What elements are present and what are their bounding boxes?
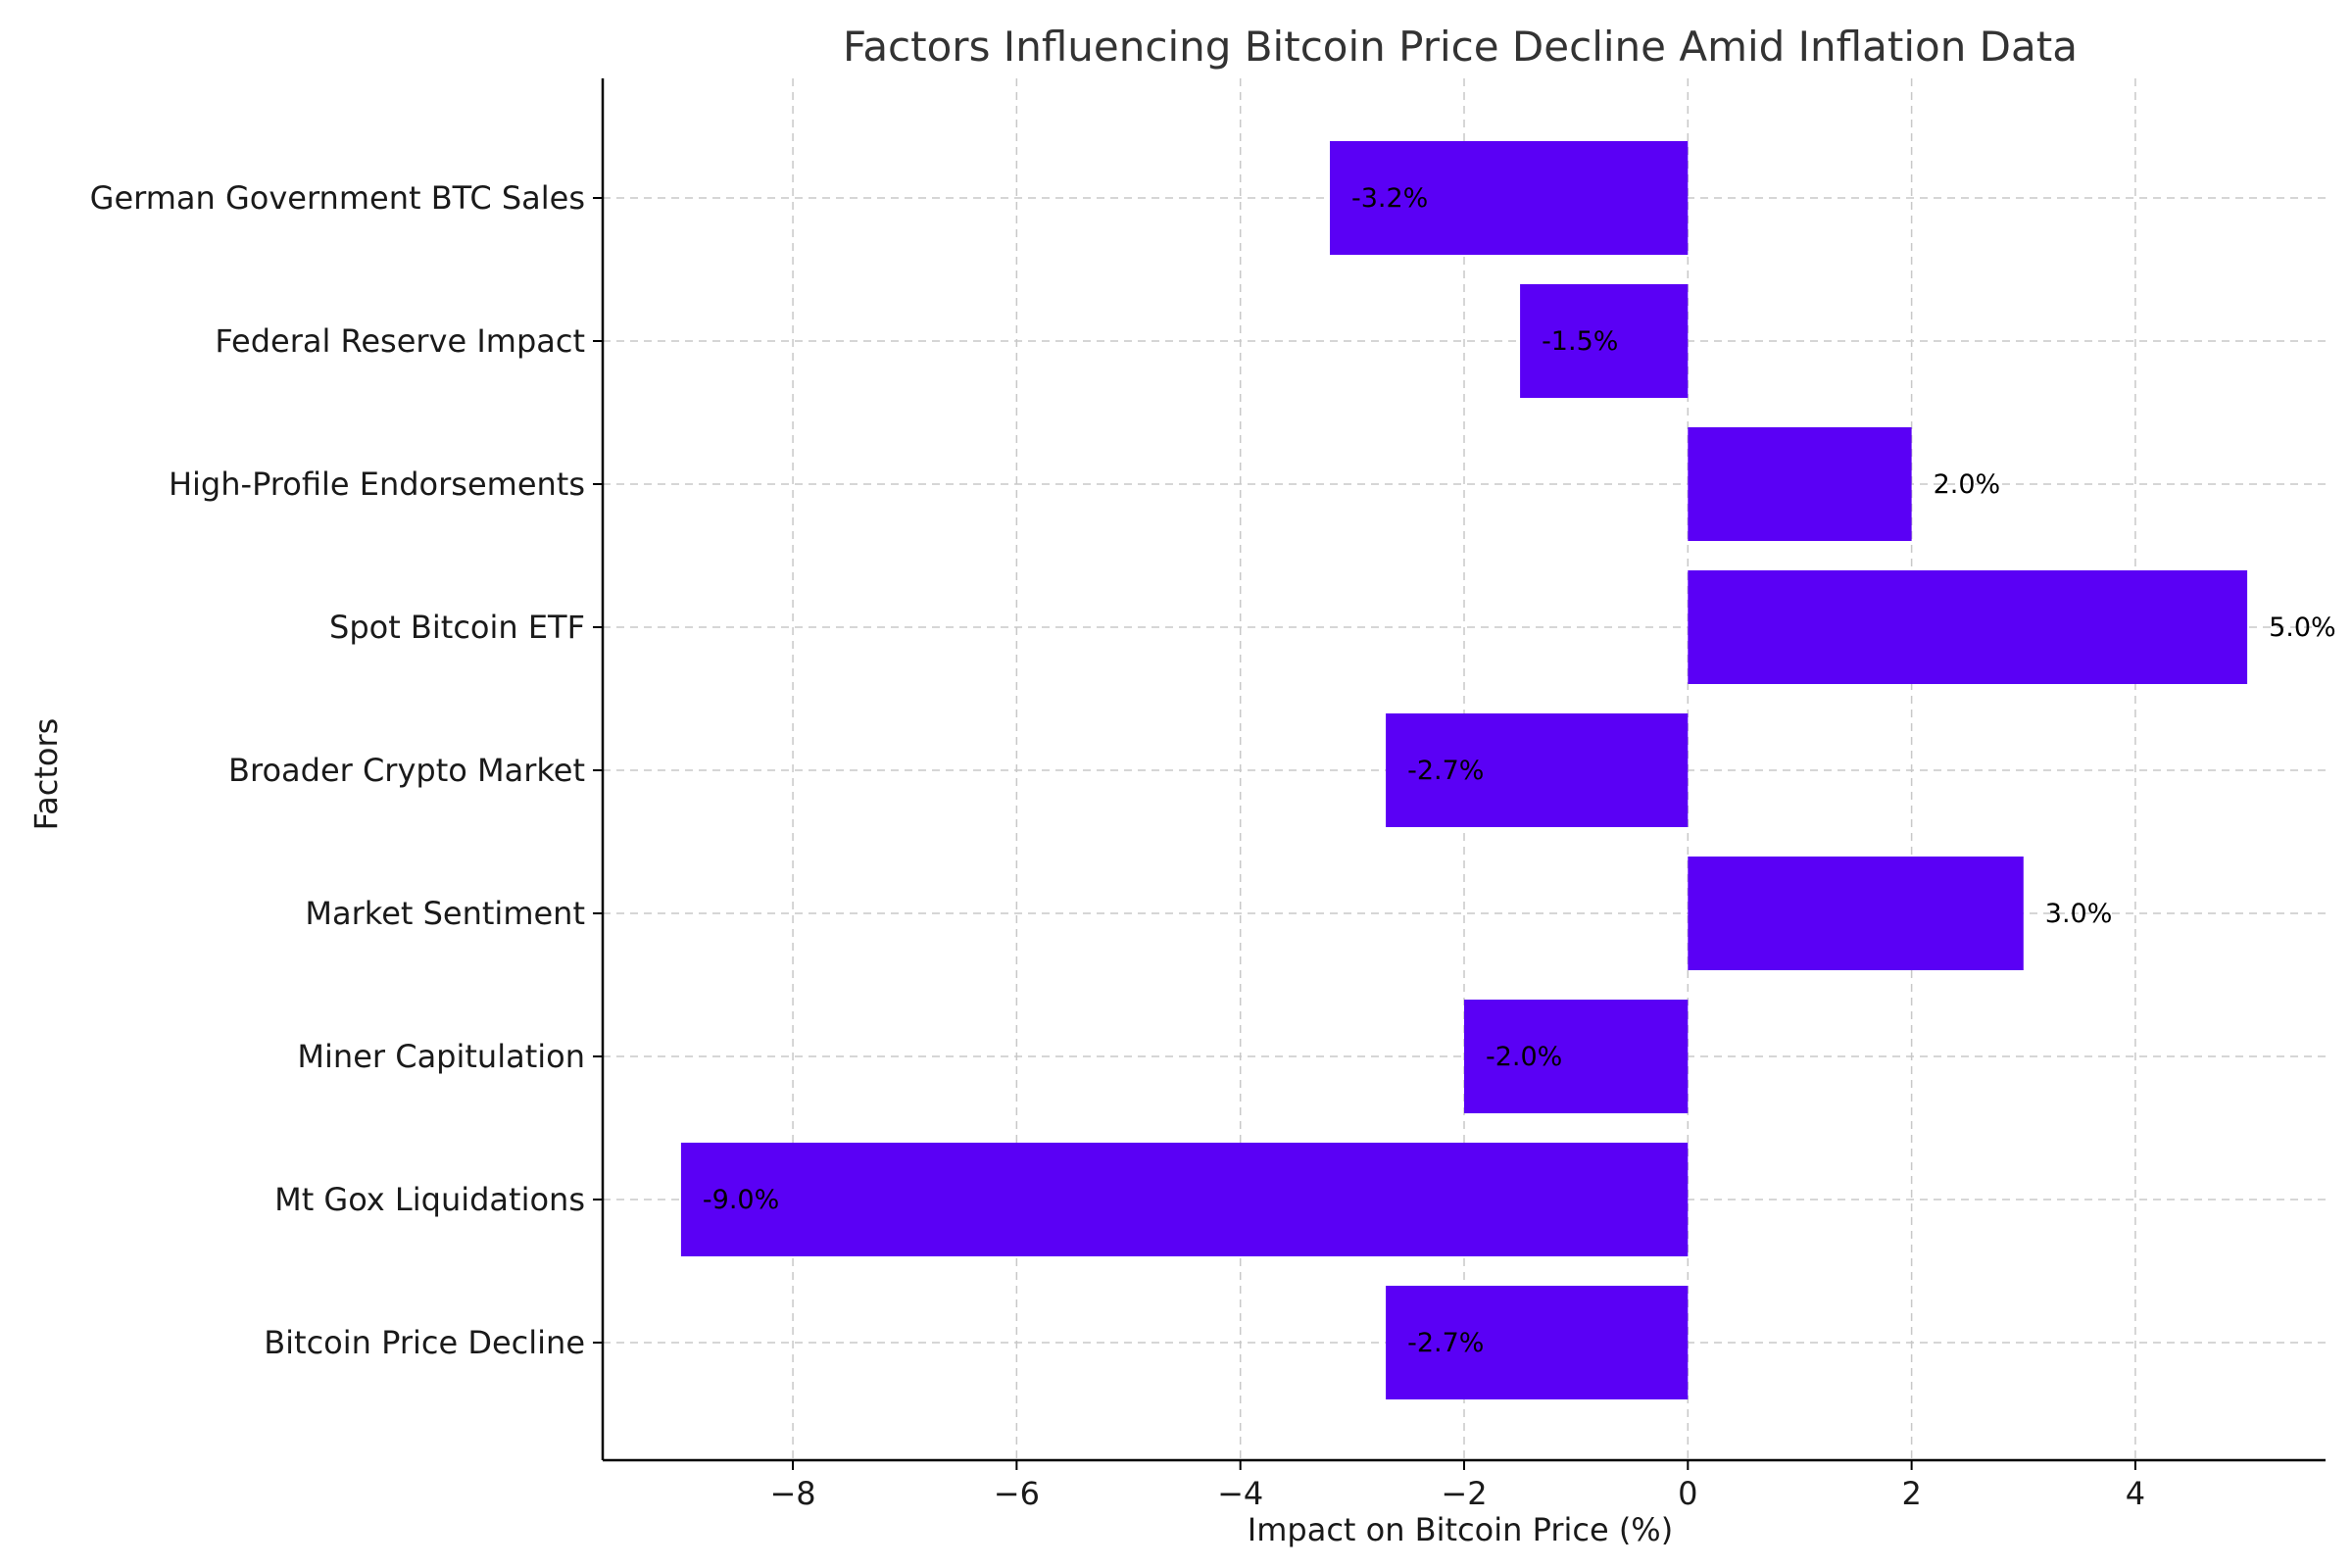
- bar: [680, 1143, 1689, 1256]
- y-tick-label: Federal Reserve Impact: [215, 322, 585, 360]
- bar: [1386, 713, 1689, 827]
- data-labels: -2.7% -9.0% -2.0% 3.0% -2.7% 5.0% 2.0% -1.5% -3.…: [703, 183, 2336, 1358]
- chart-title: Factors Influencing Bitcoin Price Declin…: [843, 23, 2078, 71]
- x-axis-label: Impact on Bitcoin Price (%): [1248, 1511, 1673, 1548]
- bar-value-label: 3.0%: [2045, 899, 2113, 929]
- y-axis-label: Factors: [27, 718, 65, 831]
- y-tick-label: Market Sentiment: [305, 895, 585, 932]
- y-tick-label: Bitcoin Price Decline: [264, 1324, 585, 1361]
- y-tick-label: German Government BTC Sales: [90, 179, 585, 217]
- x-tick-label: −4: [1217, 1475, 1263, 1512]
- bar: [1330, 141, 1689, 255]
- bar: [1464, 1000, 1689, 1113]
- x-tick-label: −2: [1441, 1475, 1487, 1512]
- x-axis-ticks: −8 −6 −4 −2 0 2 4: [769, 1460, 2145, 1512]
- bar-value-label: -9.0%: [703, 1185, 779, 1215]
- x-tick-label: 0: [1678, 1475, 1697, 1512]
- y-tick-label: Miner Capitulation: [297, 1038, 585, 1075]
- bar-value-label: -2.7%: [1407, 1328, 1484, 1358]
- y-tick-label: High-Profile Endorsements: [169, 466, 585, 503]
- bar: [1688, 427, 1912, 541]
- x-tick-label: −6: [994, 1475, 1040, 1512]
- bar-value-label: -1.5%: [1542, 326, 1618, 357]
- bar: [1688, 857, 2024, 970]
- bar-value-label: -3.2%: [1351, 183, 1428, 214]
- bar-value-label: -2.7%: [1407, 756, 1484, 786]
- y-tick-label: Spot Bitcoin ETF: [329, 609, 585, 646]
- bar-value-label: 5.0%: [2269, 612, 2336, 643]
- y-tick-label: Mt Gox Liquidations: [274, 1181, 585, 1218]
- bar: [1386, 1286, 1689, 1399]
- bar: [1688, 570, 2248, 684]
- x-tick-label: 4: [2126, 1475, 2145, 1512]
- bar-value-label: 2.0%: [1934, 469, 2001, 500]
- y-axis-ticks: Bitcoin Price Decline Mt Gox Liquidations…: [90, 179, 603, 1361]
- bar-value-label: -2.0%: [1486, 1042, 1562, 1072]
- bar: [1520, 284, 1689, 398]
- x-tick-label: −8: [769, 1475, 815, 1512]
- x-tick-label: 2: [1901, 1475, 1921, 1512]
- y-tick-label: Broader Crypto Market: [228, 752, 585, 789]
- bars: [680, 141, 2248, 1399]
